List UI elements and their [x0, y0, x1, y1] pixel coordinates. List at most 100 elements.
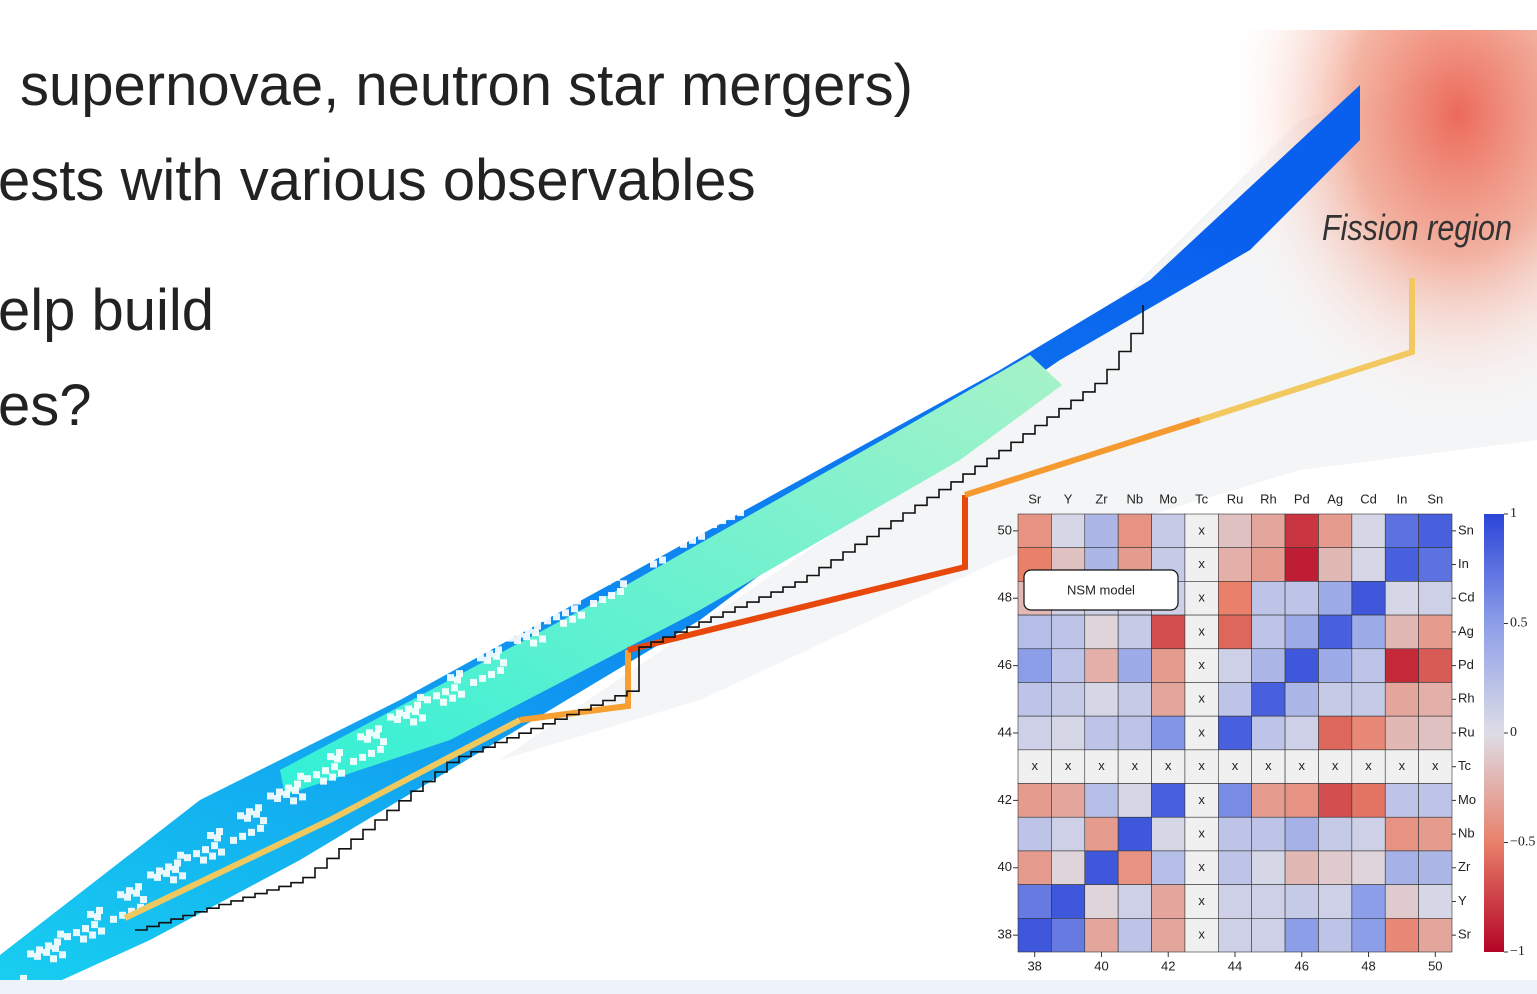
- stable-nuclide: [133, 889, 140, 897]
- stable-nuclide: [562, 609, 569, 617]
- heatmap-cell: [1017, 816, 1052, 852]
- stable-nuclide: [659, 556, 666, 564]
- stable-nuclide: [636, 551, 643, 559]
- heatmap-cell: [1251, 581, 1286, 616]
- stable-nuclide: [617, 588, 624, 595]
- y-tick-label: 44: [998, 724, 1012, 739]
- heatmap-cell: [1117, 816, 1152, 852]
- missing-mark: x: [1198, 691, 1205, 706]
- stable-nuclide: [809, 457, 816, 465]
- heatmap-cell: [1384, 547, 1419, 582]
- stable-nuclide: [207, 832, 214, 839]
- stable-nuclide: [576, 591, 583, 599]
- stable-nuclide: [754, 479, 761, 487]
- path-line: [123, 717, 522, 921]
- x-top-label: Nb: [1127, 491, 1144, 506]
- x-top-label: Zr: [1095, 491, 1108, 506]
- stable-nuclide: [597, 575, 604, 583]
- stable-nuclide: [846, 413, 853, 421]
- heatmap-cell: [1351, 581, 1386, 616]
- heatmap-cell: [1318, 850, 1353, 885]
- stable-nuclide: [364, 735, 371, 743]
- heatmap-cell: [1184, 918, 1219, 953]
- stable-nuclide: [733, 494, 740, 502]
- heatmap-cell: [1151, 715, 1186, 751]
- heatmap-cell: [1017, 850, 1052, 885]
- path-line: [627, 495, 968, 653]
- stable-nuclide: [36, 946, 43, 954]
- heatmap-cell: [1418, 682, 1453, 717]
- stable-nuclide: [664, 538, 671, 546]
- stable-nuclide: [682, 530, 689, 538]
- y-right-label: Ru: [1458, 724, 1475, 739]
- stable-nuclide: [885, 389, 892, 397]
- stable-nuclide: [689, 536, 696, 544]
- heatmap-cell: [1418, 884, 1453, 919]
- stable-nuclide: [110, 915, 117, 923]
- stable-nuclide: [64, 933, 71, 941]
- stable-nuclide: [380, 738, 387, 746]
- heatmap-cell: [1251, 816, 1286, 852]
- stable-nuclide: [366, 729, 373, 737]
- stable-nuclide: [336, 749, 343, 757]
- annotation: NSM model: [1067, 582, 1135, 597]
- stable-nuclide: [936, 354, 943, 362]
- y-right-label: Sr: [1458, 927, 1472, 942]
- missing-mark: x: [1132, 758, 1139, 773]
- stable-nuclide: [387, 713, 394, 721]
- stable-nuclide: [977, 351, 984, 359]
- stable-nuclide: [218, 848, 225, 856]
- heatmap-cell: [1117, 884, 1152, 919]
- heatmap-cell: [1218, 614, 1252, 650]
- heatmap-cell: [1051, 884, 1086, 919]
- stable-nuclide: [214, 834, 221, 842]
- heatmap-cell: [1418, 547, 1453, 582]
- stable-nuclide: [654, 543, 661, 551]
- stable-nuclide: [174, 859, 181, 867]
- heatmap-cell: [1251, 884, 1286, 919]
- heatmap-cell: [1017, 783, 1052, 818]
- stable-nuclide: [94, 913, 101, 921]
- stable-nuclide: [975, 330, 982, 338]
- heatmap-cell: [1084, 715, 1119, 751]
- heatmap-cell: [1084, 850, 1119, 885]
- heatmap-cell: [1017, 749, 1052, 784]
- heatmap-cell: [1351, 816, 1386, 852]
- stable-nuclide: [777, 457, 784, 464]
- stable-nuclide: [525, 626, 532, 634]
- heatmap-cell: [1351, 648, 1386, 683]
- heatmap-cell: [1051, 513, 1086, 548]
- stable-nuclide: [894, 385, 901, 393]
- heatmap-cell: [1151, 614, 1186, 650]
- stable-nuclide: [414, 701, 421, 709]
- heatmap-cell: [1017, 682, 1052, 717]
- heatmap-cell: [1284, 715, 1319, 751]
- stable-nuclide: [839, 438, 846, 446]
- heatmap-cell: [1051, 715, 1086, 751]
- colorbar-label: 1: [1510, 506, 1517, 521]
- heatmap-cell: [1084, 749, 1119, 784]
- stable-nuclide: [177, 851, 184, 859]
- heatmap-cell: [1017, 648, 1052, 683]
- stable-nuclide: [530, 639, 537, 647]
- heatmap-cell: [1151, 850, 1186, 885]
- stable-nuclide: [938, 374, 945, 382]
- stable-nuclide: [673, 534, 680, 542]
- stable-nuclide: [694, 518, 701, 526]
- stable-nuclide: [643, 554, 650, 562]
- heatmap-cell: [1318, 918, 1353, 953]
- stable-nuclide: [899, 398, 906, 406]
- y-right-label: Cd: [1458, 590, 1475, 605]
- stable-nuclide: [844, 419, 851, 427]
- stable-nuclide: [165, 863, 172, 871]
- heatmap-cell: [1184, 614, 1219, 650]
- stable-nuclide: [488, 670, 495, 678]
- stable-nuclide: [853, 415, 860, 423]
- stable-nuclide: [283, 790, 290, 798]
- heatmap-cell: [1218, 513, 1252, 548]
- heatmap-cell: [1218, 850, 1252, 885]
- heatmap: x x x x x x x x x x x x x x x x x x x x x x x x x Sr Y Zr Nb Mo Tc Ru Rh…: [998, 491, 1536, 973]
- stable-nuclide: [627, 555, 634, 563]
- stable-nuclide: [497, 666, 504, 674]
